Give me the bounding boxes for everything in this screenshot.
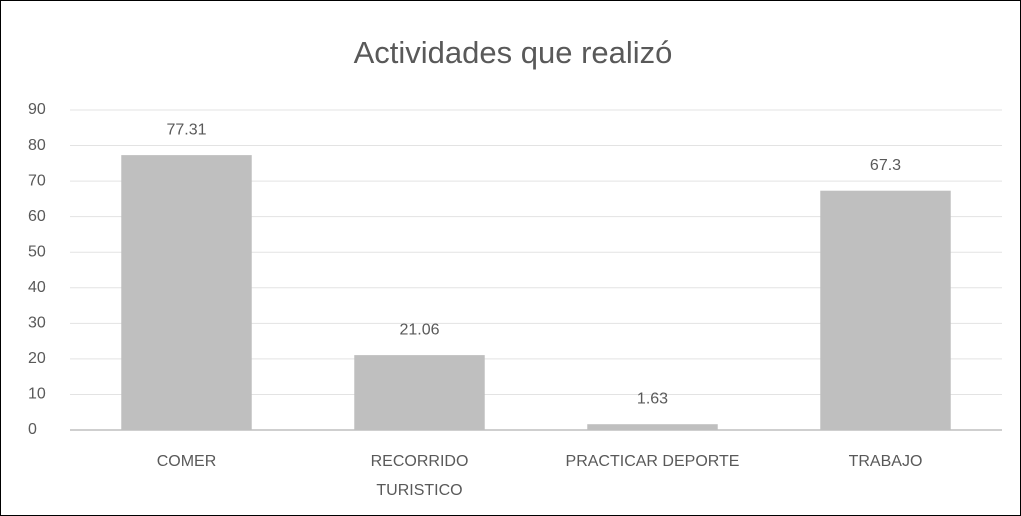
- x-tick-label-line: RECORRIDO: [371, 453, 469, 470]
- data-label: 1.63: [637, 390, 668, 407]
- bar: [354, 355, 485, 430]
- bar: [820, 190, 951, 430]
- y-tick-label: 0: [28, 421, 37, 438]
- y-tick-label: 70: [28, 172, 46, 189]
- x-tick-label: RECORRIDO TURISTICO: [371, 453, 469, 499]
- data-label: 67.3: [870, 157, 901, 174]
- y-tick-label: 90: [28, 101, 46, 118]
- y-tick-label: 40: [28, 279, 46, 296]
- y-tick-label: 80: [28, 137, 46, 154]
- data-label: 21.06: [399, 321, 439, 338]
- chart-title: Actividades que realizó: [354, 35, 673, 70]
- bar: [121, 155, 252, 430]
- y-tick-label: 50: [28, 243, 46, 260]
- x-tick-label: TRABAJO: [849, 453, 923, 470]
- y-tick-label: 60: [28, 208, 46, 225]
- y-tick-label: 30: [28, 315, 46, 332]
- x-tick-label: PRACTICAR DEPORTE: [566, 453, 740, 470]
- data-label: 77.31: [166, 121, 206, 138]
- x-tick-label-line: TURISTICO: [376, 482, 462, 499]
- y-tick-label: 10: [28, 386, 46, 403]
- x-tick-label: COMER: [157, 453, 217, 470]
- y-tick-label: 20: [28, 350, 46, 367]
- bar: [587, 424, 718, 430]
